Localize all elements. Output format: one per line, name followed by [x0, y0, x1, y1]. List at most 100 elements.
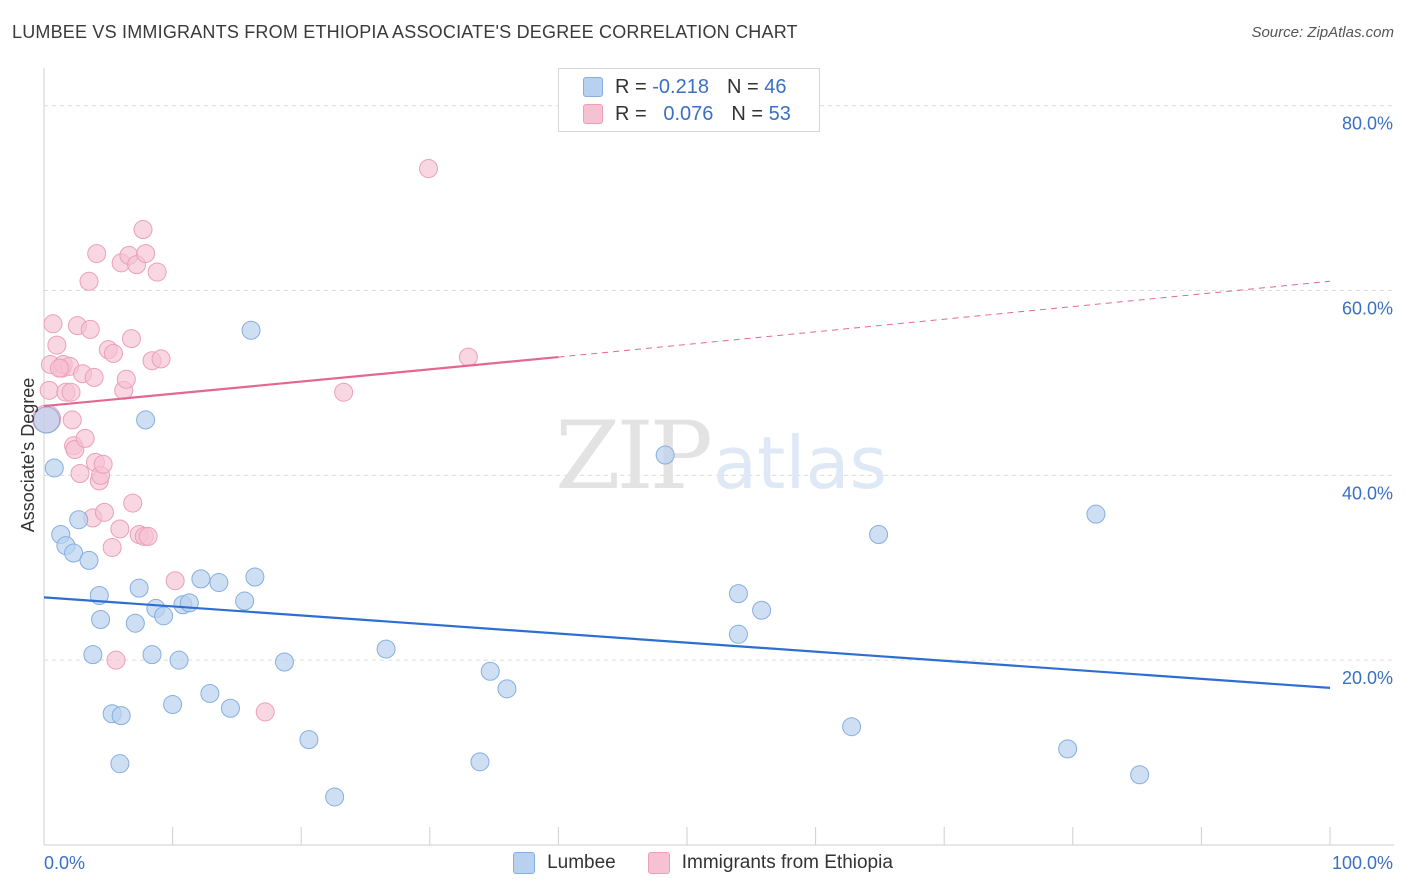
lumbee-point [33, 406, 61, 434]
x-tick-label-max: 100.0% [1332, 853, 1393, 873]
ethiopia-point [110, 519, 130, 539]
lumbee-point [136, 410, 156, 430]
source-credit: Source: ZipAtlas.com [1251, 24, 1394, 41]
ethiopia-point [151, 349, 171, 369]
n-value: 53 [768, 102, 791, 125]
ethiopia-point [458, 347, 478, 367]
axis-layer [43, 68, 1394, 846]
ethiopia-point [106, 650, 126, 670]
lumbee-point [1086, 504, 1106, 524]
y-axis-title: Associate's Degree [18, 378, 38, 533]
watermark: ZIP atlas [555, 402, 887, 511]
lumbee-point [274, 652, 294, 672]
n-label: N = [726, 75, 759, 98]
y-tick-label: 40.0% [1342, 483, 1393, 503]
lumbee-point [752, 600, 772, 620]
lumbee-point [470, 752, 490, 772]
legend-label-lumbee: Lumbee [547, 852, 616, 873]
ethiopia-point [94, 502, 114, 522]
lumbee-point [241, 320, 261, 340]
ethiopia-point [84, 367, 104, 387]
r-value: 0.076 [663, 102, 714, 125]
lumbee-point [1058, 739, 1078, 759]
lumbee-point [728, 584, 748, 604]
ethiopia-trend-extension [558, 280, 1331, 358]
lumbee-point [235, 591, 255, 611]
lumbee-point [728, 624, 748, 644]
ethiopia-point [70, 464, 90, 484]
watermark-zip: ZIP [555, 402, 709, 511]
watermark-atlas: atlas [713, 421, 887, 505]
lumbee-point [200, 683, 220, 703]
lumbee-point [169, 650, 189, 670]
lumbee-swatch [583, 77, 603, 97]
ethiopia-swatch [583, 104, 603, 124]
lumbee-point [497, 679, 517, 699]
ethiopia-point [136, 244, 156, 264]
lumbee-point [179, 593, 199, 613]
ethiopia-trend-line [43, 355, 559, 408]
lumbee-point [191, 569, 211, 589]
series-ethiopia-points [32, 159, 478, 722]
lumbee-point [655, 445, 675, 465]
ethiopia-point [80, 319, 100, 339]
ethiopia-point [75, 428, 95, 448]
ethiopia-point [43, 314, 63, 334]
lumbee-legend-swatch [513, 852, 536, 874]
lumbee-point [1130, 765, 1150, 785]
lumbee-point [64, 543, 84, 563]
r-label: R = [615, 75, 647, 98]
ethiopia-point [47, 335, 67, 355]
lumbee-trend-line [43, 596, 1331, 690]
y-tick-label: 60.0% [1342, 299, 1393, 319]
ethiopia-point [138, 526, 158, 546]
ethiopia-legend-swatch [647, 852, 670, 874]
stats-legend: R = -0.218 N = 46 R = 0.076 N = 53 [558, 68, 820, 132]
lumbee-point [209, 573, 229, 593]
lumbee-point [220, 698, 240, 718]
lumbee-point [154, 606, 174, 626]
stats-row-lumbee: R = -0.218 N = 46 [583, 75, 786, 99]
lumbee-point [69, 510, 89, 530]
tick-labels: 20.0% 40.0% 60.0% 80.0% 0.0% 100.0% [44, 114, 1393, 873]
ethiopia-point [79, 271, 99, 291]
ethiopia-point [133, 220, 153, 240]
n-label: N = [731, 102, 764, 125]
legend-item-ethiopia[interactable]: Immigrants from Ethiopia [647, 852, 893, 874]
trend-lines [43, 280, 1331, 690]
ethiopia-point [93, 454, 113, 474]
lumbee-point [299, 730, 319, 750]
ethiopia-point [102, 537, 122, 557]
lumbee-point [129, 578, 149, 598]
legend-item-lumbee[interactable]: Lumbee [513, 852, 616, 874]
lumbee-point [79, 550, 99, 570]
ethiopia-point [62, 410, 82, 430]
lumbee-point [325, 787, 345, 807]
lumbee-point [869, 525, 889, 545]
ethiopia-point [123, 493, 143, 513]
ethiopia-point [39, 380, 59, 400]
lumbee-point [91, 610, 111, 630]
ethiopia-point [87, 244, 107, 264]
lumbee-point [142, 645, 162, 665]
r-value: -0.218 [652, 75, 709, 98]
ethiopia-point [165, 571, 185, 591]
r-label: R = [615, 102, 647, 125]
lumbee-point [110, 754, 130, 774]
lumbee-point [83, 645, 103, 665]
ethiopia-point [103, 343, 123, 363]
lumbee-point [125, 613, 145, 633]
x-tick-label-min: 0.0% [44, 853, 85, 873]
lumbee-point [44, 458, 64, 478]
ethiopia-point [334, 382, 354, 402]
ethiopia-point [121, 329, 141, 349]
lumbee-point [480, 661, 500, 681]
series-legend: Lumbee Immigrants from Ethiopia [0, 852, 1406, 874]
ethiopia-point [147, 262, 167, 282]
ethiopia-point [116, 369, 136, 389]
ethiopia-point [61, 382, 81, 402]
ethiopia-point [49, 358, 69, 378]
n-value: 46 [764, 75, 787, 98]
chart-title: LUMBEE VS IMMIGRANTS FROM ETHIOPIA ASSOC… [12, 22, 798, 42]
